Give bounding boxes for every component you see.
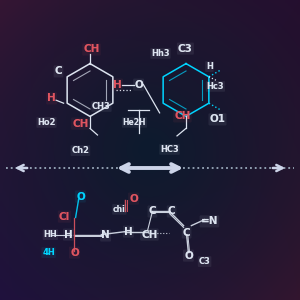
Text: N: N [101,230,110,241]
Text: Ch2: Ch2 [71,146,89,155]
Text: O: O [76,191,85,202]
Text: O1: O1 [209,114,226,124]
Text: HC3: HC3 [160,145,179,154]
Text: He2H: He2H [123,118,146,127]
Text: H: H [47,93,56,103]
Text: =N: =N [201,216,218,226]
Text: O1: O1 [209,114,226,124]
Text: C: C [183,227,190,238]
Text: He2H: He2H [123,118,146,127]
Text: N: N [101,230,110,241]
Text: H: H [47,93,56,103]
Text: CH: CH [174,111,190,122]
Text: CH: CH [72,118,88,129]
Text: H: H [206,62,213,71]
Text: O: O [129,194,138,204]
Text: C: C [168,206,176,217]
Text: Cl: Cl [59,212,70,222]
Text: O: O [76,191,85,202]
Text: CH: CH [141,230,158,240]
Text: CH: CH [83,44,100,55]
Text: O: O [134,80,143,90]
Text: C3: C3 [199,257,211,266]
Text: C: C [148,206,156,217]
Text: O: O [129,194,138,204]
Text: C3: C3 [199,257,211,266]
Text: Ho2: Ho2 [37,118,56,127]
Text: HH: HH [44,230,57,239]
Text: CH3: CH3 [92,102,111,111]
Text: Ho2: Ho2 [37,118,56,127]
Text: =N: =N [201,216,218,226]
Text: H: H [124,226,133,237]
Text: 4H: 4H [42,248,55,257]
Text: C: C [168,206,176,217]
Text: Cl: Cl [59,212,70,222]
Text: Ch2: Ch2 [71,146,89,155]
Text: O: O [70,248,79,258]
Text: CH: CH [174,111,190,122]
Text: Hc3: Hc3 [207,82,224,91]
Text: C: C [55,66,62,76]
Text: CH: CH [141,230,158,240]
Text: O: O [70,248,79,258]
Text: H: H [206,62,213,71]
Text: C: C [183,227,190,238]
Text: chi: chi [113,205,126,214]
Text: H: H [113,80,122,90]
Text: Hc3: Hc3 [207,82,224,91]
Text: C3: C3 [178,44,193,54]
Text: C: C [55,66,62,76]
Text: H: H [64,230,73,240]
Text: CH: CH [72,118,88,129]
Text: H: H [113,80,122,90]
Text: Hh3: Hh3 [151,49,170,58]
Text: CH3: CH3 [92,102,111,111]
Text: O: O [184,250,193,261]
Text: HH: HH [44,230,57,239]
Text: CH: CH [83,44,100,55]
Text: H: H [64,230,73,240]
Text: H: H [124,226,133,237]
Text: Hh3: Hh3 [151,49,170,58]
Text: O: O [184,250,193,261]
Text: C: C [148,206,156,217]
Text: HC3: HC3 [160,145,179,154]
Text: C3: C3 [178,44,193,54]
Text: 4H: 4H [42,248,55,257]
Text: chi: chi [113,205,126,214]
Text: O: O [134,80,143,90]
